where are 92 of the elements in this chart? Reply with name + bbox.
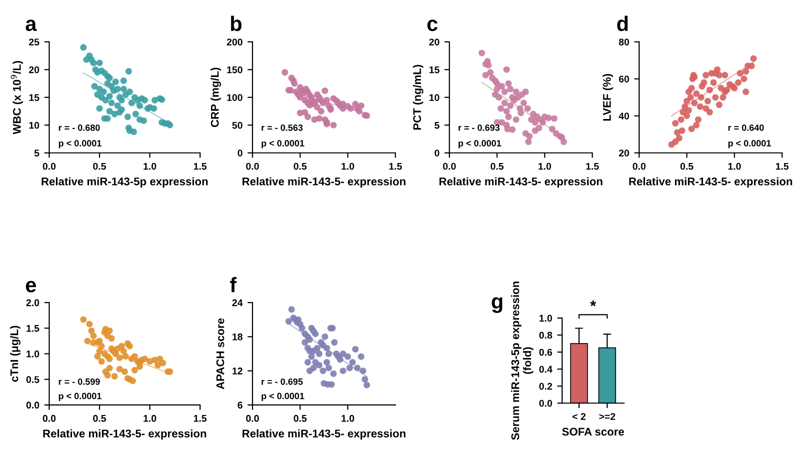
y-axis-title: cTnI (μg/L): [10, 326, 20, 382]
y-tick-label: 20: [29, 66, 40, 74]
x-tick-label: 1.5: [194, 415, 207, 422]
y-tick-label: 0.5: [26, 376, 40, 383]
annotation: r = - 0.693: [458, 124, 500, 131]
y-tick-label: 24: [232, 299, 243, 306]
y-tick-label: 0.2: [539, 382, 552, 390]
y-axis-title: PCT (ng/mL): [412, 64, 424, 130]
annotation: p < 0.0001: [458, 140, 502, 148]
x-tick-label: 0.5: [294, 414, 307, 422]
annotation: r = - 0.599: [58, 378, 100, 385]
x-axis-title: Relative miR-143-5- expression: [242, 429, 406, 440]
x-axis-title: Relative miR-143-5p expression: [42, 177, 208, 188]
x-axis-title: Relative miR-143-5- expression: [629, 177, 792, 188]
x-axis-title: SOFA score: [562, 428, 624, 436]
x-axis-title: Relative miR-143-5- expression: [439, 177, 602, 188]
y-tick-label: 40: [618, 112, 630, 120]
x-tick-label: 0.0: [246, 162, 259, 170]
chart-title: e: [26, 280, 36, 292]
y-tick-label: 200: [226, 38, 242, 46]
annotation: p < 0.0001: [262, 140, 304, 148]
y-tick-label: 0.4: [539, 366, 552, 373]
y-tick-label: 150: [227, 66, 242, 74]
x-tick-label: 0.5: [294, 162, 307, 170]
chart-title: f: [230, 277, 237, 292]
y-tick-label: 10: [429, 94, 440, 101]
y-tick-label: 0: [434, 150, 440, 156]
annotation: r = - 0.680: [58, 124, 100, 131]
x-tick-label: 0.0: [632, 162, 646, 170]
y-tick-label: 20: [429, 38, 440, 46]
x-tick-label: 0.0: [42, 414, 56, 422]
y-tick-label: 0.0: [26, 402, 40, 409]
x-axis-title: Relative miR-143-5- expression: [43, 429, 206, 440]
y-tick-label: 0.8: [539, 332, 552, 339]
annotation: p < 0.0001: [262, 392, 304, 401]
x-tick-label: 0.0: [42, 162, 56, 170]
x-tick-label: 0.5: [93, 414, 106, 422]
x-tick-label: 1.5: [389, 162, 402, 170]
annotation: p < 0.0001: [728, 140, 771, 148]
x-tick-label: 0.0: [246, 414, 259, 422]
x-tick-label: 1.5: [194, 162, 207, 170]
x-axis-title: Relative miR-143-5- expression: [242, 177, 406, 188]
x-tick-label: 0.0: [443, 162, 456, 170]
y-tick-label: 18: [232, 333, 242, 340]
y-tick-label: 25: [29, 38, 40, 46]
y-tick-label: 80: [618, 38, 630, 46]
x-tick-label: < 2: [572, 413, 586, 420]
y-tick-label: 5: [434, 122, 440, 129]
y-tick-label: 5: [34, 150, 40, 156]
x-tick-label: 1.0: [342, 414, 354, 422]
y-tick-label: 50: [232, 122, 242, 129]
y-tick-label: 0.0: [539, 400, 552, 407]
y-axis-title: APACH score: [216, 318, 224, 390]
chart-title: b: [231, 16, 242, 32]
y-axis-title: WBC (x 10$^{9}$/L): [10, 60, 24, 134]
y-tick-label: 2.0: [26, 299, 40, 306]
y-tick-label: 100: [227, 94, 242, 101]
x-tick-label: >=2: [599, 413, 616, 420]
annotation: p < 0.0001: [58, 140, 102, 148]
x-tick-label: 0.5: [93, 162, 106, 170]
x-tick-label: 1.0: [342, 162, 354, 170]
y-tick-label: 1.0: [26, 350, 40, 358]
y-tick-label: 1.0: [540, 314, 552, 322]
annotation: p < 0.0001: [58, 392, 102, 401]
y-tick-label: 12: [232, 368, 242, 374]
x-tick-label: 1.0: [728, 162, 741, 170]
x-tick-label: 1.5: [586, 162, 599, 170]
x-tick-label: 1.5: [776, 162, 789, 170]
annotation: r = 0.640: [728, 124, 764, 131]
text: *: [590, 300, 596, 306]
y-tick-label: 0.6: [539, 348, 552, 356]
chart-title: g: [492, 297, 502, 313]
chart-title: c: [427, 20, 438, 32]
annotation: r = - 0.563: [262, 124, 303, 131]
y-axis-title: Serum miR-143-5p expression (fold): [511, 282, 534, 440]
chart-title: a: [26, 20, 37, 32]
y-tick-label: 60: [618, 76, 630, 82]
y-tick-label: 15: [429, 66, 440, 74]
chart-title: d: [617, 16, 628, 32]
x-tick-label: 1.0: [144, 162, 156, 170]
y-axis-title: CRP (mg/L): [210, 68, 221, 128]
annotation: r = - 0.695: [262, 378, 303, 385]
y-tick-label: 0: [238, 150, 242, 156]
y-tick-label: 10: [29, 122, 40, 129]
y-tick-label: 1.5: [26, 325, 40, 332]
x-tick-label: 0.5: [680, 162, 694, 170]
x-tick-label: 1.0: [144, 414, 156, 422]
y-tick-label: 15: [29, 94, 40, 101]
y-axis-title: LVEF (%): [602, 74, 614, 121]
x-tick-label: 0.5: [490, 162, 504, 170]
y-tick-label: 6: [238, 402, 242, 409]
y-tick-label: 20: [618, 150, 630, 156]
